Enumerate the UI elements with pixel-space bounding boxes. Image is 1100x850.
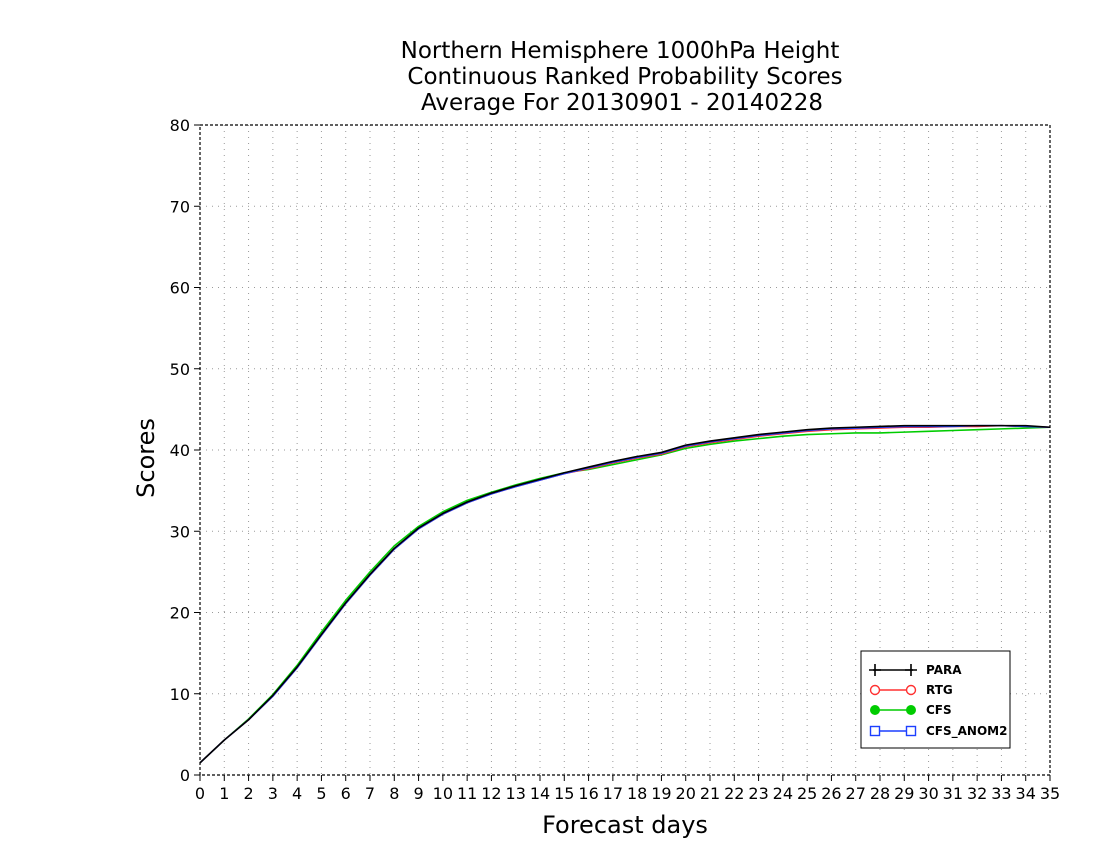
x-tick-label-33: 33 <box>991 784 1011 803</box>
x-tick-label-13: 13 <box>506 784 526 803</box>
x-tick-label-27: 27 <box>846 784 866 803</box>
x-tick-label-23: 23 <box>748 784 768 803</box>
x-tick-label-11: 11 <box>457 784 477 803</box>
y-tick-label-6: 60 <box>170 279 190 298</box>
x-tick-label-8: 8 <box>389 784 399 803</box>
x-tick-label-28: 28 <box>870 784 890 803</box>
x-tick-label-21: 21 <box>700 784 720 803</box>
legend: PARA RTG CFS CFS_ANOM2 <box>860 650 1011 749</box>
x-tick-label-35: 35 <box>1040 784 1060 803</box>
legend-marker-rtg-1 <box>905 684 917 696</box>
y-tick-label-1: 10 <box>170 685 190 704</box>
x-tick-label-17: 17 <box>603 784 623 803</box>
y-tick-label-3: 30 <box>170 522 190 541</box>
legend-label-cfs: CFS <box>926 703 952 717</box>
x-tick-label-9: 9 <box>413 784 423 803</box>
y-tick-label-0: 0 <box>180 766 190 785</box>
legend-marker-para-0 <box>869 664 881 676</box>
x-tick-label-34: 34 <box>1016 784 1036 803</box>
legend-label-rtg: RTG <box>926 683 953 697</box>
x-tick-label-15: 15 <box>554 784 574 803</box>
x-tick-label-1: 1 <box>219 784 229 803</box>
x-tick-label-19: 19 <box>651 784 671 803</box>
x-tick-label-16: 16 <box>578 784 598 803</box>
x-tick-label-2: 2 <box>243 784 253 803</box>
chart-title-line-2: Continuous Ranked Probability Scores <box>407 64 842 90</box>
y-tick-labels: 0 10 20 30 40 50 60 70 80 <box>170 116 200 785</box>
x-tick-label-24: 24 <box>773 784 793 803</box>
x-tick-label-32: 32 <box>967 784 987 803</box>
x-tick-label-0: 0 <box>195 784 205 803</box>
x-tick-label-12: 12 <box>481 784 501 803</box>
y-tick-label-5: 50 <box>170 360 190 379</box>
x-tick-label-31: 31 <box>943 784 963 803</box>
legend-marker-cfs-anom2-1 <box>905 725 917 737</box>
x-tick-label-14: 14 <box>530 784 550 803</box>
y-tick-label-7: 70 <box>170 197 190 216</box>
chart-title-line-1: Northern Hemisphere 1000hPa Height <box>401 38 840 64</box>
series-lines <box>199 424 1051 764</box>
x-tick-label-22: 22 <box>724 784 744 803</box>
legend-label-cfs-anom2: CFS_ANOM2 <box>926 724 1007 739</box>
chart-title-line-3: Average For 20130901 - 20140228 <box>421 90 823 116</box>
y-axis-label: Scores <box>132 418 160 498</box>
legend-marker-rtg-0 <box>869 684 881 696</box>
x-tick-label-26: 26 <box>821 784 841 803</box>
y-tick-label-8: 80 <box>170 116 190 135</box>
x-tick-label-20: 20 <box>676 784 696 803</box>
legend-marker-cfs-1 <box>906 705 916 715</box>
x-tick-label-7: 7 <box>365 784 375 803</box>
x-tick-label-5: 5 <box>316 784 326 803</box>
chart-title: Northern Hemisphere 1000hPa Height Conti… <box>401 38 843 116</box>
y-tick-label-4: 40 <box>170 441 190 460</box>
x-tick-label-18: 18 <box>627 784 647 803</box>
series-line-cfs <box>199 426 1051 764</box>
x-axis-label: Forecast days <box>542 811 708 839</box>
x-tick-labels: 0 1 2 3 4 5 6 7 8 9 10 11 12 13 14 15 16 17 18 19 20 21 22 23 24… <box>195 775 1060 803</box>
x-tick-label-4: 4 <box>292 784 302 803</box>
series-line-para <box>199 424 1051 764</box>
y-tick-label-2: 20 <box>170 604 190 623</box>
legend-marker-para-1 <box>905 664 917 676</box>
legend-box <box>860 650 1011 749</box>
x-tick-label-6: 6 <box>341 784 351 803</box>
legend-marker-cfs-0 <box>870 705 880 715</box>
x-tick-label-3: 3 <box>268 784 278 803</box>
legend-marker-cfs-anom2-0 <box>869 725 881 737</box>
x-tick-label-30: 30 <box>918 784 938 803</box>
x-tick-label-10: 10 <box>433 784 453 803</box>
x-tick-label-25: 25 <box>797 784 817 803</box>
x-tick-label-29: 29 <box>894 784 914 803</box>
legend-label-para: PARA <box>926 663 962 677</box>
